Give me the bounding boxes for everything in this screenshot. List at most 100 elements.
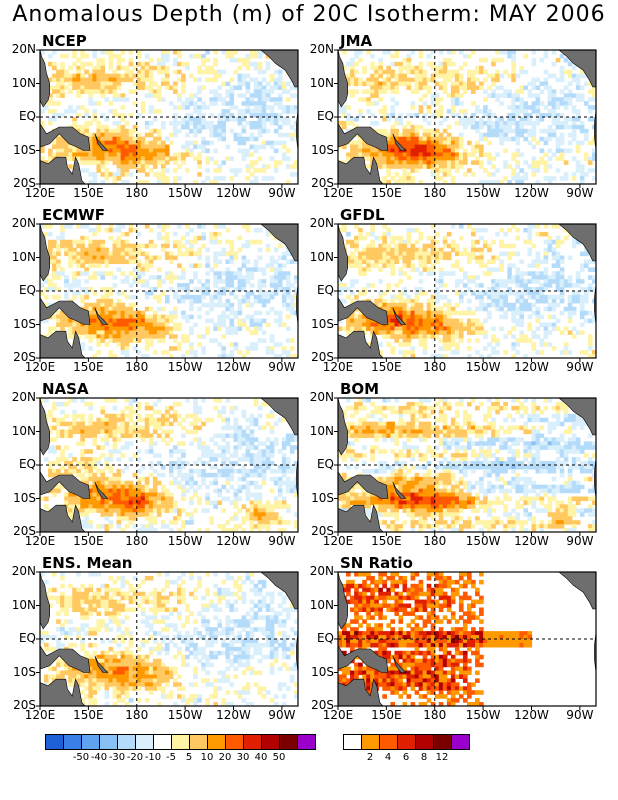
- panel-title: ECMWF: [42, 206, 105, 224]
- map-panel-7: SN Ratio 20N 10N EQ 10S 20S 120E 150E 180 150W 120…: [298, 554, 606, 728]
- colorbar-swatch: [280, 735, 298, 749]
- lon-tick-label: 150E: [73, 708, 104, 722]
- lon-tick-label: 120E: [24, 360, 56, 374]
- lon-tick-label: 90W: [268, 534, 296, 548]
- lon-tick-label: 120E: [24, 708, 56, 722]
- colorbar-swatch: [416, 735, 434, 749]
- colorbar-swatch: [298, 735, 315, 749]
- lon-tick-label: 180: [423, 360, 447, 374]
- colorbar-label: -50: [72, 752, 90, 763]
- lon-tick-label: 150W: [465, 534, 501, 548]
- lat-tick-label: 10N: [11, 75, 36, 90]
- colorbar-swatch: [452, 735, 469, 749]
- lon-tick-label: 90W: [268, 360, 296, 374]
- lon-tick-label: 120E: [322, 360, 354, 374]
- colorbar-label: 30: [236, 752, 250, 763]
- colorbar-label: 20: [218, 752, 232, 763]
- lon-tick-label: 180: [423, 708, 447, 722]
- lat-tick-label: 20S: [311, 698, 334, 712]
- lat-tick-label: 20S: [311, 350, 334, 364]
- lon-tick-label: 120E: [322, 534, 354, 548]
- lat-tick-label: 10S: [311, 316, 334, 331]
- heatmap-plot: [334, 223, 597, 362]
- lat-tick-label: 10S: [13, 316, 36, 331]
- map-panel-1: JMA 20N 10N EQ 10S 20S 120E 150E 180 150W 120W 90W: [298, 32, 606, 206]
- heatmap-plot: [334, 397, 597, 536]
- lon-tick-label: 120E: [322, 708, 354, 722]
- lat-tick-label: 10N: [309, 75, 334, 90]
- lon-tick-label: 150W: [465, 708, 501, 722]
- land-mask: [338, 398, 596, 532]
- lat-tick-label: EQ: [18, 457, 36, 471]
- land-mask: [40, 398, 298, 532]
- lat-tick-label: 20N: [309, 42, 334, 56]
- colorbar-swatch: [226, 735, 244, 749]
- lat-tick-label: 10S: [13, 490, 36, 505]
- colorbar-label: 12: [435, 752, 449, 763]
- lat-tick-label: EQ: [316, 109, 334, 123]
- lon-tick-label: 150W: [167, 534, 203, 548]
- colorbar-swatch: [64, 735, 82, 749]
- panel-title: NASA: [42, 380, 89, 398]
- colorbar-label: 10: [200, 752, 214, 763]
- land-mask: [40, 50, 298, 184]
- land-mask: [338, 572, 596, 706]
- lon-tick-label: 150W: [465, 360, 501, 374]
- colorbar-swatch: [344, 735, 362, 749]
- lat-tick-label: 20S: [13, 524, 36, 538]
- lat-tick-label: 10S: [311, 142, 334, 157]
- land-mask: [338, 224, 596, 358]
- lon-tick-label: 150E: [73, 186, 104, 200]
- lat-tick-label: 20N: [11, 564, 36, 578]
- lon-tick-label: 120W: [216, 186, 251, 200]
- lat-tick-label: 10N: [309, 423, 334, 438]
- heatmap-plot: [36, 223, 299, 362]
- colorbar-label: -40: [90, 752, 108, 763]
- colorbar-swatch: [190, 735, 208, 749]
- lon-tick-label: 90W: [566, 534, 594, 548]
- land-mask: [40, 572, 298, 706]
- lon-tick-label: 180: [125, 534, 149, 548]
- colorbar-swatch: [434, 735, 452, 749]
- heatmap-plot: [334, 571, 597, 710]
- colorbar-label: 4: [384, 752, 392, 763]
- map-panel-3: GFDL 20N 10N EQ 10S 20S 120E 150E 180 150W 120W 90W: [298, 206, 606, 380]
- colorbar-swatch: [262, 735, 280, 749]
- map-panel-4: NASA 20N 10N EQ 10S 20S 120E 150E 180 150W 120W 90W: [0, 380, 308, 554]
- colorbar-swatch: [100, 735, 118, 749]
- panel-title: GFDL: [340, 206, 385, 224]
- colorbar-label: -5: [166, 752, 176, 763]
- lon-tick-label: 120W: [514, 708, 549, 722]
- lon-tick-label: 150E: [371, 186, 402, 200]
- colorbar-swatch: [154, 735, 172, 749]
- snr-colorbar: [343, 734, 470, 750]
- lon-tick-label: 120W: [514, 186, 549, 200]
- lon-tick-label: 120E: [322, 186, 354, 200]
- colorbar-swatch: [82, 735, 100, 749]
- lon-tick-label: 150E: [371, 360, 402, 374]
- map-panel-6: ENS. Mean 20N 10N EQ 10S 20S 120E 150E 180 150W 12…: [0, 554, 308, 728]
- anomaly-colorbar: [45, 734, 316, 750]
- lon-tick-label: 180: [125, 360, 149, 374]
- lat-tick-label: 10S: [13, 664, 36, 679]
- lon-tick-label: 150W: [465, 186, 501, 200]
- lat-tick-label: 10N: [11, 249, 36, 264]
- colorbar-swatch: [118, 735, 136, 749]
- lat-tick-label: 20N: [309, 216, 334, 230]
- lat-tick-label: EQ: [18, 109, 36, 123]
- colorbar-label: 6: [402, 752, 410, 763]
- panel-title: BOM: [340, 380, 380, 398]
- lon-tick-label: 150W: [167, 708, 203, 722]
- lon-tick-label: 120W: [216, 534, 251, 548]
- colorbar-label: 5: [185, 752, 193, 763]
- colorbar-swatch: [172, 735, 190, 749]
- lat-tick-label: 20S: [13, 698, 36, 712]
- lat-tick-label: 20S: [13, 176, 36, 190]
- lat-tick-label: 10N: [309, 597, 334, 612]
- lat-tick-label: 10N: [309, 249, 334, 264]
- lon-tick-label: 90W: [268, 708, 296, 722]
- lat-tick-label: 10S: [311, 490, 334, 505]
- lat-tick-label: 20S: [13, 350, 36, 364]
- lon-tick-label: 90W: [268, 186, 296, 200]
- colorbar-label: 40: [254, 752, 268, 763]
